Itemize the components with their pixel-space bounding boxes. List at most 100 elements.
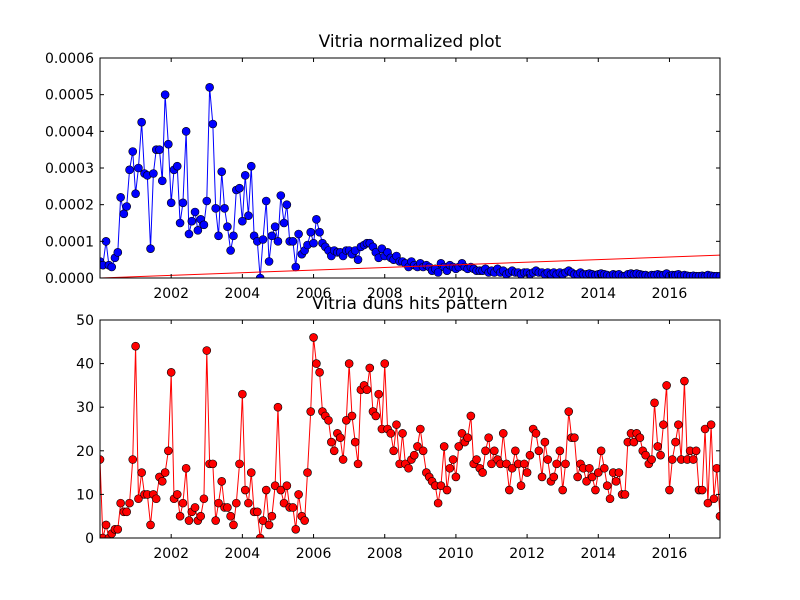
series-line <box>100 254 720 278</box>
data-point <box>650 398 659 408</box>
x-tick-label: 2012 <box>509 286 545 302</box>
data-point <box>662 381 671 390</box>
data-point <box>122 202 131 211</box>
data-point <box>122 507 131 517</box>
data-point <box>267 511 277 521</box>
data-point <box>353 459 363 469</box>
data-point <box>240 171 250 180</box>
data-point <box>552 459 561 469</box>
data-point <box>273 402 283 412</box>
data-point <box>457 429 467 438</box>
data-point <box>587 472 597 482</box>
data-point <box>656 450 665 460</box>
data-point <box>525 450 535 460</box>
data-point <box>668 455 677 464</box>
data-point <box>125 165 134 175</box>
data-point <box>246 161 256 171</box>
data-point <box>276 485 286 495</box>
data-point <box>392 420 401 429</box>
data-point <box>146 244 155 253</box>
data-point <box>593 468 603 477</box>
data-point <box>341 415 351 425</box>
data-point <box>329 446 339 456</box>
data-point <box>214 498 223 508</box>
data-point <box>409 450 419 460</box>
data-point <box>253 507 262 517</box>
data-point <box>436 481 446 490</box>
data-point <box>134 494 143 504</box>
data-point <box>208 459 218 469</box>
data-point <box>665 485 674 495</box>
data-point <box>484 433 493 443</box>
data-point <box>371 411 381 421</box>
data-point <box>235 459 244 469</box>
data-point <box>134 163 143 173</box>
data-point <box>715 271 720 278</box>
data-point <box>113 248 123 257</box>
data-point <box>365 363 375 373</box>
data-point <box>347 411 357 421</box>
data-point <box>703 498 713 508</box>
data-point <box>466 411 476 421</box>
data-point <box>635 433 645 443</box>
y-tick-label: 0.0006 <box>45 51 94 67</box>
data-point <box>178 498 188 508</box>
data-point <box>273 237 283 246</box>
data-point <box>193 226 203 235</box>
data-point <box>264 520 274 530</box>
data-point <box>706 420 716 429</box>
data-point <box>101 520 111 530</box>
y-tick-label: 40 <box>76 357 94 373</box>
data-point <box>181 463 191 473</box>
data-point <box>223 503 232 512</box>
data-point <box>386 429 396 438</box>
data-point <box>226 511 235 521</box>
data-point <box>214 231 223 241</box>
x-tick-label: 2008 <box>367 286 403 302</box>
x-tick-label: 2010 <box>438 546 474 562</box>
data-point <box>700 424 710 434</box>
data-point <box>561 459 570 469</box>
data-point <box>502 459 511 469</box>
x-tick-label: 2014 <box>580 286 616 302</box>
data-point <box>137 468 146 477</box>
data-point <box>131 189 140 198</box>
data-point <box>235 183 244 193</box>
y-tick-label: 0.0001 <box>45 234 94 250</box>
data-point <box>175 511 185 521</box>
x-tick-label: 2016 <box>652 546 688 562</box>
data-point <box>398 429 407 438</box>
data-point <box>647 455 656 464</box>
data-point <box>211 204 220 213</box>
data-point <box>454 442 464 451</box>
data-point <box>288 503 298 512</box>
data-point <box>190 503 200 512</box>
data-point <box>312 359 321 368</box>
data-point <box>238 389 247 399</box>
data-point <box>166 368 176 377</box>
data-point <box>389 446 398 456</box>
data-point <box>116 193 125 202</box>
data-point <box>164 139 173 149</box>
data-point <box>184 229 194 239</box>
y-tick-label: 0 <box>85 531 94 547</box>
x-tick-label: 2012 <box>509 546 545 562</box>
data-point <box>335 433 345 443</box>
data-point <box>232 498 241 508</box>
data-point <box>208 119 218 129</box>
data-point <box>146 520 155 530</box>
data-point <box>558 485 567 495</box>
data-point <box>600 463 609 473</box>
x-tick-label: 2002 <box>153 546 189 562</box>
data-point <box>306 227 316 237</box>
data-point <box>229 231 238 241</box>
data-point <box>149 169 158 178</box>
data-point <box>113 524 123 534</box>
data-point <box>270 481 280 490</box>
data-point <box>549 472 559 482</box>
data-point <box>116 498 125 508</box>
data-point <box>433 268 443 277</box>
data-point <box>196 511 206 521</box>
data-point <box>306 407 316 416</box>
y-tick-label: 0.0000 <box>45 271 94 287</box>
